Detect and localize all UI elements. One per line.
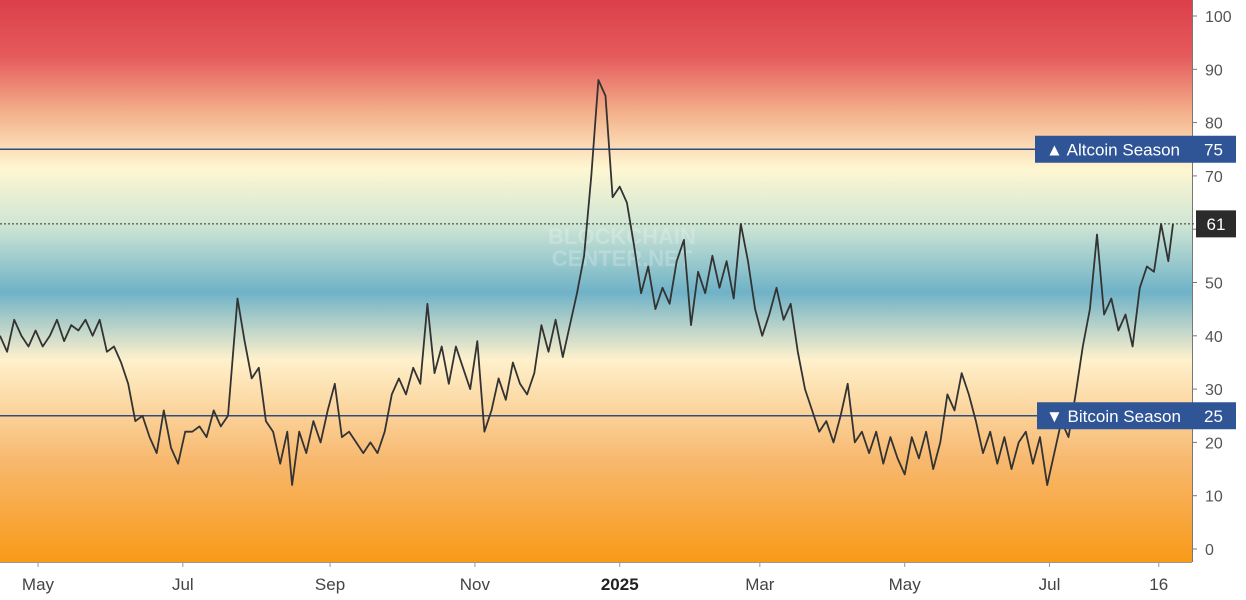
x-tick-label: 2025 [601,575,639,594]
x-tick-label: Jul [1039,575,1061,594]
x-tick-label: Jul [172,575,194,594]
y-tick-label: 10 [1205,489,1223,506]
y-tick-label: 20 [1205,435,1223,452]
x-tick-label: 16 [1149,575,1168,594]
current-value-label-box [1196,210,1236,238]
x-tick-label: Mar [745,575,775,594]
y-tick-label: 100 [1205,9,1232,26]
y-tick-label: 80 [1205,116,1223,133]
bottom-axis-background [0,562,1246,600]
altcoin-season-label: ▲ Altcoin Season 75 [1035,135,1236,163]
x-tick-label: May [22,575,55,594]
watermark: BLOCKCHAIN CENTER.NET [548,224,696,271]
y-tick-label: 90 [1205,62,1223,79]
x-tick-label: May [889,575,922,594]
altcoin-season-label-text: ▲ Altcoin Season [1046,140,1180,159]
current-value-label: 61 [1196,210,1236,238]
y-tick-label: 0 [1205,542,1214,559]
plot-background [0,0,1192,562]
series-line [0,79,1174,486]
y-axis: 0102030405060708090100 [1192,9,1232,559]
x-axis: May Jul Sep Nov 2025 Mar May Jul 16 [22,562,1168,594]
current-value-text: 61 [1207,215,1226,234]
watermark-line-1: BLOCKCHAIN [548,224,696,249]
y-tick-label: 40 [1205,329,1223,346]
bitcoin-season-label-box [1037,402,1236,430]
y-tick-label: 30 [1205,382,1223,399]
altcoin-season-label-box [1035,135,1236,163]
y-tick-label: 50 [1205,276,1223,293]
bitcoin-season-value-text: 25 [1204,407,1223,426]
x-tick-label: Nov [460,575,491,594]
x-tick-label: Sep [315,575,345,594]
y-tick-label: 70 [1205,169,1223,186]
right-axis-background [1192,0,1246,562]
watermark-line-2: CENTER.NET [552,246,693,271]
bitcoin-season-label: ▼ Bitcoin Season 25 [1037,402,1236,430]
bitcoin-season-label-text: ▼ Bitcoin Season [1046,407,1181,426]
altcoin-season-value-text: 75 [1204,140,1223,159]
